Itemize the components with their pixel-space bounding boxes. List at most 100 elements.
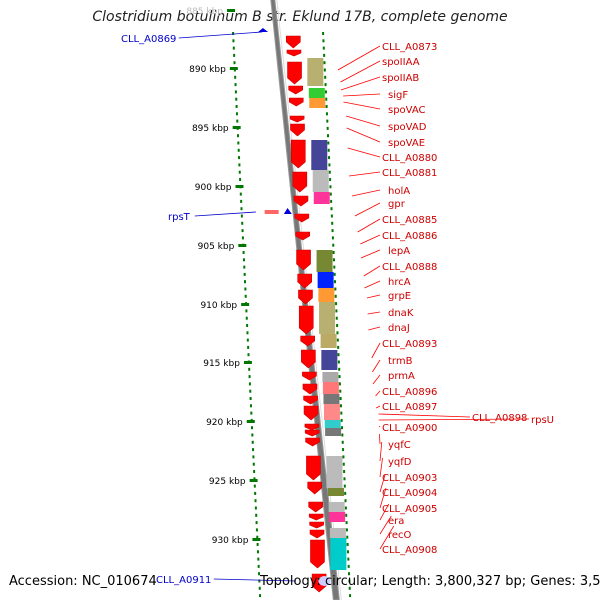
gene-arrow [309, 521, 324, 529]
scale-dot-left [255, 528, 258, 532]
label-leader-line [378, 433, 381, 445]
scale-dot-left [249, 397, 252, 400]
tick-label: 920 kbp [206, 418, 243, 428]
label-leader-line [366, 294, 381, 299]
scale-dot-left [238, 156, 241, 160]
label-leader-line [378, 418, 530, 421]
scale-dot-left [259, 594, 262, 598]
scale-dot-right [348, 586, 351, 590]
scale-dot-left [237, 148, 240, 152]
scale-dot-right [345, 513, 348, 517]
scale-dot-left [258, 579, 261, 583]
gene-arrow [298, 305, 314, 335]
scale-dot-right [335, 302, 338, 306]
scale-dot-right [323, 53, 326, 57]
scale-dot-right [343, 477, 346, 481]
scale-dot-left [242, 258, 245, 262]
gene-arrow [308, 513, 324, 521]
gene-feature-block [321, 350, 338, 370]
label-leader-line [364, 280, 381, 289]
gene-label-rpst: rpsT [168, 212, 191, 223]
scale-dot-left [257, 564, 260, 568]
scale-dot-left [239, 192, 242, 196]
label-leader-line [346, 127, 381, 143]
gene-feature-block [322, 382, 339, 394]
gene-label-cll_a0869: CLL_A0869 [121, 34, 176, 45]
gene-label-cll_a0885: CLL_A0885 [382, 215, 437, 226]
label-leader-line [372, 359, 381, 373]
label-leader-line [378, 413, 471, 418]
gene-arrow [303, 405, 319, 421]
gene-feature-block [311, 140, 328, 170]
tick-label: 890 kbp [189, 65, 226, 75]
gene-rpsT-arrow [283, 208, 292, 214]
tick-mark [252, 538, 261, 541]
scale-dot-left [254, 506, 257, 510]
scale-dot-right [344, 506, 347, 510]
scale-dot-right [337, 353, 340, 357]
scale-dot-right [345, 528, 348, 532]
scale-dot-right [325, 105, 328, 108]
gene-arrow [307, 481, 322, 495]
tick-label: 900 kbp [195, 183, 232, 193]
scale-dot-right [324, 83, 327, 87]
scale-dot-left [234, 83, 237, 87]
scale-dot-left [248, 375, 251, 379]
scale-dot-left [243, 265, 246, 269]
label-leader-line [354, 202, 381, 217]
scale-dot-left [244, 280, 247, 284]
scale-dot-right [330, 199, 333, 203]
topology-text: Topology: circular; Length: 3,800,327 bp… [260, 574, 600, 589]
tick-label: 895 kbp [192, 124, 229, 134]
label-leader-line [360, 234, 381, 245]
scale-dot-left [241, 229, 244, 233]
scale-dot-left [256, 550, 259, 554]
gene-label-hola: holA [388, 186, 410, 197]
gene-label-rpsu: rpsU [531, 415, 554, 426]
gene-arrow [306, 455, 321, 481]
scale-dot-right [346, 535, 349, 539]
label-leader-line [343, 101, 381, 110]
scale-dot-right [327, 148, 330, 152]
gene-arrow [294, 213, 310, 223]
gene-arrow [298, 289, 313, 305]
gene-label-yqfc: yqfC [388, 440, 411, 451]
scale-dot-left [240, 207, 243, 211]
scale-dot-left [234, 75, 237, 79]
scale-dot-right [346, 550, 349, 554]
scale-dot-right [341, 440, 344, 444]
tick-mark [241, 303, 250, 306]
label-leader-line-blue [178, 31, 263, 39]
scale-dot-left [240, 214, 243, 218]
gene-label-cll_a0888: CLL_A0888 [382, 262, 437, 273]
scale-dot-right [344, 499, 347, 503]
scale-dot-left [244, 294, 247, 298]
gene-arrow [287, 61, 302, 85]
gene-feature-block [318, 288, 335, 302]
scale-dot-left [235, 105, 238, 108]
scale-dot-left [255, 521, 258, 525]
label-leader-line [379, 473, 386, 493]
scale-dot-right [339, 404, 342, 408]
scale-dot-left [236, 119, 239, 123]
scale-dot-left [251, 440, 254, 444]
gene-feature-block [320, 334, 337, 348]
gene-label-cll_a0911: CLL_A0911 [156, 575, 211, 586]
scale-dot-right [331, 229, 334, 233]
gene-label-cll_a0908: CLL_A0908 [382, 545, 437, 556]
scale-dot-right [338, 382, 341, 386]
gene-feature-block [308, 88, 325, 98]
tick-mark [238, 244, 247, 247]
scale-dot-right [347, 564, 350, 568]
gene-arrow [289, 115, 305, 123]
gene-arrow [304, 423, 320, 431]
gene-label-cll_a0905: CLL_A0905 [382, 504, 437, 515]
gene-arrow [288, 97, 304, 107]
scale-dot-left [234, 90, 237, 94]
scale-dot-left [252, 448, 255, 452]
scale-dot-right [334, 280, 337, 284]
gene-label-spoiiab: spoIIAB [382, 73, 419, 84]
tick-label: 925 kbp [209, 477, 246, 487]
gene-label-gpr: gpr [388, 199, 406, 210]
scale-dot-right [323, 68, 326, 72]
